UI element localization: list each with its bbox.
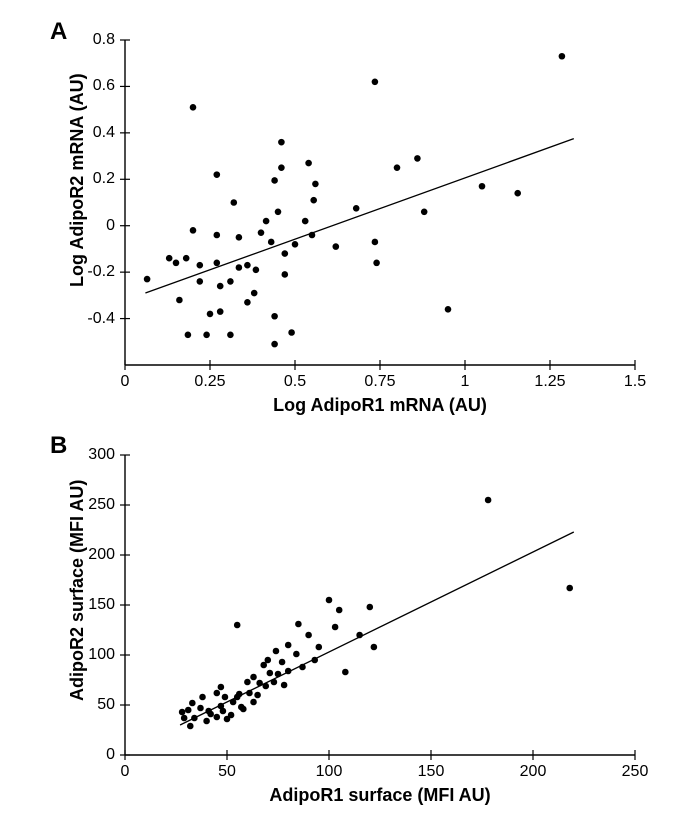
data-point xyxy=(214,690,221,697)
data-point xyxy=(485,497,492,504)
data-point xyxy=(273,648,280,655)
data-point xyxy=(356,632,363,639)
data-point xyxy=(189,700,196,707)
data-point xyxy=(199,694,206,701)
data-point xyxy=(240,706,247,713)
data-point xyxy=(285,642,292,649)
data-point xyxy=(250,699,257,706)
data-point xyxy=(222,694,229,701)
data-point xyxy=(197,705,204,712)
data-point xyxy=(305,632,312,639)
data-point xyxy=(234,622,241,629)
data-point xyxy=(279,659,286,666)
ytick-label: 300 xyxy=(55,446,115,464)
xtick-label: 0 xyxy=(95,763,155,781)
data-point xyxy=(250,674,257,681)
data-point xyxy=(285,668,292,675)
data-point xyxy=(254,692,261,699)
xtick-label: 50 xyxy=(197,763,257,781)
data-point xyxy=(228,712,235,719)
data-point xyxy=(236,691,243,698)
data-point xyxy=(218,684,225,691)
data-point xyxy=(220,708,227,715)
data-point xyxy=(566,585,573,592)
data-point xyxy=(214,714,221,721)
xtick-label: 250 xyxy=(605,763,665,781)
data-point xyxy=(191,715,198,722)
data-point xyxy=(367,604,374,611)
ytick-label: 0 xyxy=(55,746,115,764)
data-point xyxy=(262,683,269,690)
xtick-label: 100 xyxy=(299,763,359,781)
data-point xyxy=(311,657,318,664)
ylabel: AdipoR2 surface (MFI AU) xyxy=(67,480,88,701)
data-point xyxy=(181,715,188,722)
data-point xyxy=(371,644,378,651)
data-point xyxy=(179,709,186,716)
data-point xyxy=(275,671,282,678)
data-point xyxy=(336,607,343,614)
data-point xyxy=(271,679,278,686)
xtick-label: 150 xyxy=(401,763,461,781)
data-point xyxy=(299,664,306,671)
data-point xyxy=(187,723,194,730)
data-point xyxy=(207,711,214,718)
data-point xyxy=(265,657,272,664)
data-point xyxy=(293,651,300,658)
data-point xyxy=(295,621,302,628)
data-point xyxy=(267,670,274,677)
xtick-label: 200 xyxy=(503,763,563,781)
data-point xyxy=(244,679,251,686)
data-point xyxy=(246,690,253,697)
xlabel: AdipoR1 surface (MFI AU) xyxy=(125,785,635,806)
data-point xyxy=(316,644,323,651)
data-point xyxy=(326,597,333,604)
data-point xyxy=(256,680,263,687)
data-point xyxy=(185,707,192,714)
data-point xyxy=(332,624,339,631)
data-point xyxy=(342,669,349,676)
data-point xyxy=(203,718,210,725)
figure: A00.250.50.7511.251.5-0.4-0.200.20.40.60… xyxy=(0,0,685,826)
data-point xyxy=(281,682,288,689)
